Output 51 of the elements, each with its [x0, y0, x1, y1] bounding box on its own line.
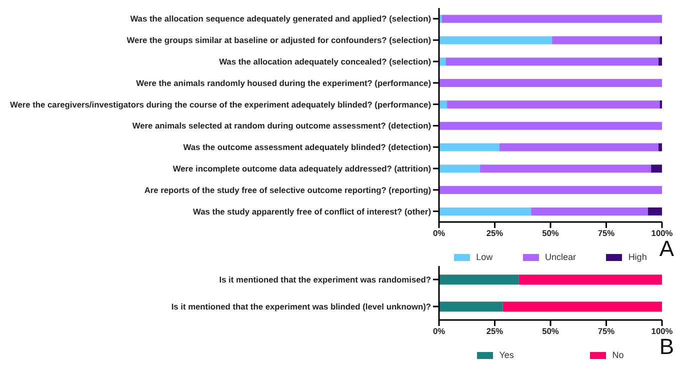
- y-tick-label: Is it mentioned that the experiment was randomised?: [219, 274, 431, 284]
- x-tick-label: 100%: [651, 326, 674, 336]
- bar: [658, 58, 662, 66]
- x-tick-label: 50%: [542, 326, 560, 336]
- bar: [480, 164, 652, 173]
- bar: [648, 207, 662, 216]
- bar: [442, 14, 662, 23]
- y-tick-label: Were the caregivers/investigators during the course of the experiment adequately blinded? (performance): [10, 99, 432, 110]
- y-tick-label: Were incomplete outcome data adequately addressed? (attrition): [172, 164, 432, 174]
- y-tick-label: Are reports of the study free of selective outcome reporting? (reporting): [144, 184, 432, 195]
- x-tick-label: 0%: [432, 228, 446, 238]
- legend-label: No: [611, 350, 624, 360]
- legend-label: Yes: [498, 350, 514, 360]
- text: B: [659, 334, 674, 360]
- bar: [502, 302, 662, 312]
- bar: [439, 186, 662, 194]
- bar: [439, 164, 480, 173]
- bar: [531, 207, 648, 216]
- x-tick-label: 100%: [651, 228, 674, 238]
- legend-label: Unclear: [544, 252, 576, 262]
- bar: [439, 302, 503, 312]
- legend-label: Low: [475, 252, 493, 262]
- bar: [658, 143, 662, 152]
- bar: [518, 274, 662, 285]
- bar: [439, 122, 662, 130]
- x-tick-label: 0%: [432, 326, 446, 336]
- bar: [439, 36, 552, 44]
- y-tick-label: Were the groups similar at baseline or adjusted for confounders? (selection): [126, 35, 432, 46]
- bar: [439, 207, 532, 216]
- y-tick-label: Is it mentioned that the experiment was blinded (level unknown)?: [171, 302, 431, 312]
- bar: [447, 100, 660, 108]
- bar: [552, 36, 660, 44]
- y-tick-label: Were animals selected at random during outcome assessment? (detection): [132, 120, 432, 131]
- y-tick-label: Was the study apparently free of conflict of interest? (other): [193, 206, 432, 216]
- x-tick-label: 75%: [598, 228, 616, 238]
- bar: [446, 58, 658, 66]
- y-tick-label: Was the outcome assessment adequately blinded? (detection): [183, 142, 432, 152]
- x-tick-label: 50%: [542, 228, 560, 238]
- y-tick-label: Was the allocation adequately concealed? (selection): [219, 56, 432, 66]
- bar: [439, 79, 662, 88]
- bar: [439, 143, 500, 152]
- text: A: [659, 236, 674, 262]
- legend-label: High: [627, 252, 647, 262]
- x-tick-label: 25%: [486, 326, 504, 336]
- x-tick-label: 25%: [486, 228, 504, 238]
- bar: [499, 143, 658, 152]
- bar: [651, 164, 662, 173]
- bar: [439, 274, 519, 285]
- y-tick-label: Was the allocation sequence adequately generated and applied? (selection): [130, 14, 432, 24]
- y-tick-label: Were the animals randomly housed during the experiment? (performance): [136, 78, 432, 88]
- x-tick-label: 75%: [598, 326, 616, 336]
